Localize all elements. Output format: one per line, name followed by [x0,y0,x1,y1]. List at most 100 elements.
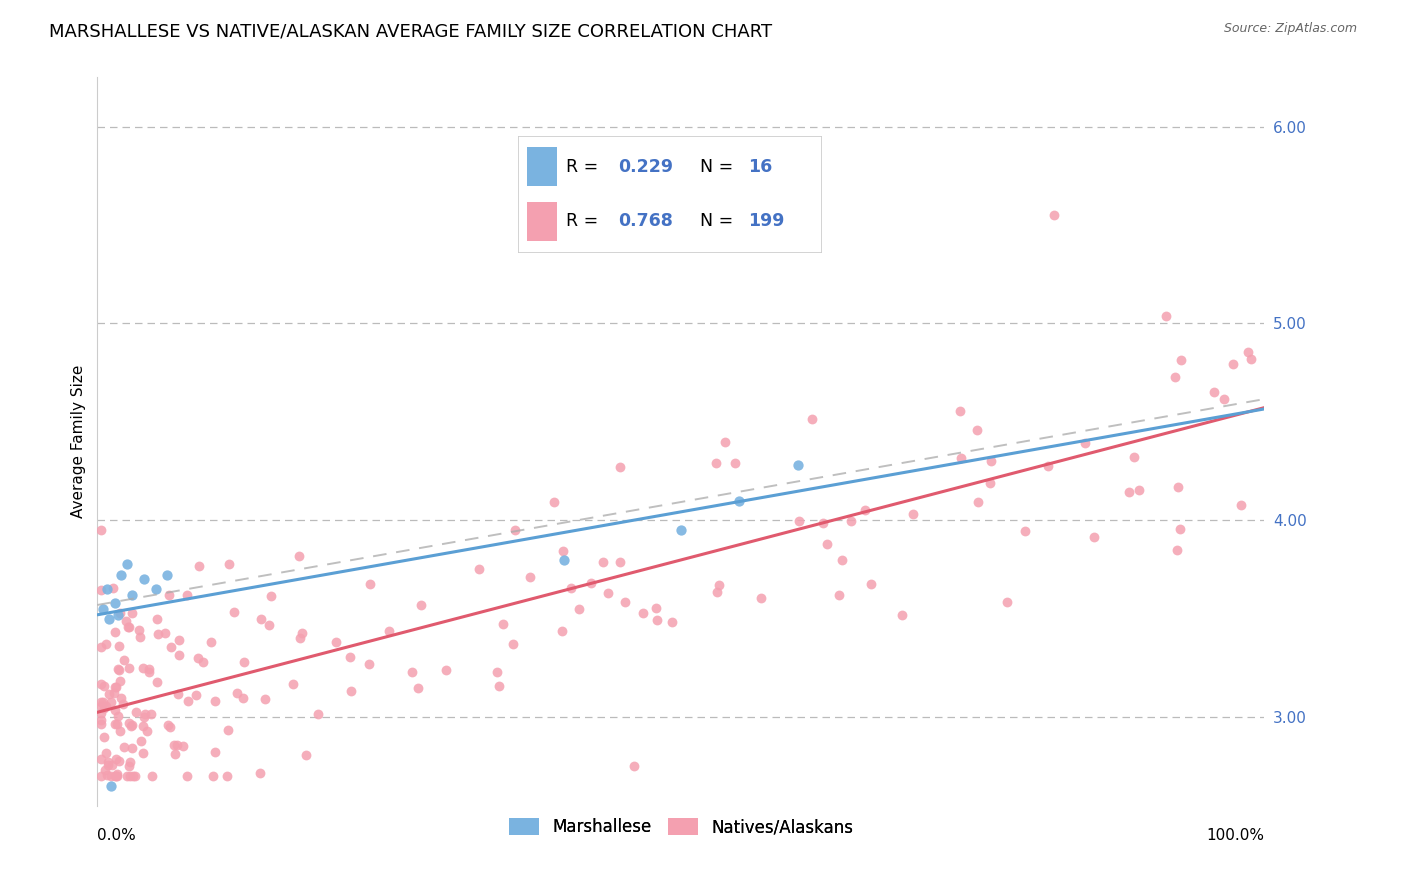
Point [623,759,645,773]
Point [156,718,179,732]
Point [706,585,728,599]
Point [115,769,138,783]
Point [129,733,152,747]
Point [1118,484,1140,499]
Point [103,703,125,717]
Point [107,709,129,723]
Point [1074,435,1097,450]
Point [661,615,683,629]
Point [1170,352,1192,367]
Point [724,456,747,470]
Point [159,721,181,735]
Point [560,581,582,595]
Point [118,661,141,675]
Point [90,713,112,727]
Point [115,557,138,571]
Point [93,730,115,744]
Point [141,769,163,783]
Point [138,662,160,676]
Point [645,601,668,615]
Point [434,663,457,677]
Point [186,688,208,702]
Point [1222,357,1244,371]
Point [91,602,114,616]
Point [707,577,730,591]
Point [112,740,135,755]
Point [201,769,224,783]
Point [891,607,914,622]
Point [134,707,156,722]
Point [257,618,280,632]
Point [121,588,143,602]
Point [117,620,139,634]
Point [110,606,132,620]
Point [1014,524,1036,538]
Point [633,606,655,620]
Point [359,657,381,672]
Point [339,683,361,698]
Point [609,459,631,474]
Point [103,582,125,596]
Point [165,747,187,762]
Point [96,755,118,769]
Point [704,456,727,470]
Point [1128,483,1150,497]
Point [295,747,318,762]
Point [156,568,179,582]
Point [100,695,122,709]
Point [281,677,304,691]
Point [146,626,169,640]
Point [108,663,131,677]
Point [118,619,141,633]
Point [287,549,309,564]
Point [749,591,772,606]
Point [253,692,276,706]
Point [488,679,510,693]
Point [1202,384,1225,399]
Point [568,601,591,615]
Point [120,719,142,733]
Point [839,514,862,528]
Point [162,738,184,752]
Point [1123,450,1146,464]
Point [218,557,240,571]
Point [596,585,619,599]
Point [166,738,188,752]
Point [250,612,273,626]
Point [132,573,155,587]
Point [519,570,541,584]
Point [1167,481,1189,495]
Point [291,625,314,640]
Point [121,740,143,755]
Point [105,769,128,783]
Point [93,701,115,715]
Point [136,724,159,739]
Point [94,763,117,777]
Point [200,635,222,649]
Point [111,698,134,712]
Point [401,665,423,679]
Point [609,555,631,569]
Point [153,626,176,640]
Point [713,434,735,449]
Text: 0.0%: 0.0% [97,828,136,843]
Point [100,769,122,783]
Point [204,745,226,759]
Point [233,655,256,669]
Point [669,523,692,537]
Text: Source: ZipAtlas.com: Source: ZipAtlas.com [1223,22,1357,36]
Point [90,752,112,766]
Point [468,561,491,575]
Point [110,568,132,582]
Point [118,759,141,773]
Point [139,706,162,721]
Point [800,412,823,426]
Point [995,594,1018,608]
Point [114,614,136,628]
Point [105,680,128,694]
Point [167,633,190,648]
Point [90,769,112,783]
Point [157,588,180,602]
Point [107,662,129,676]
Point [125,706,148,720]
